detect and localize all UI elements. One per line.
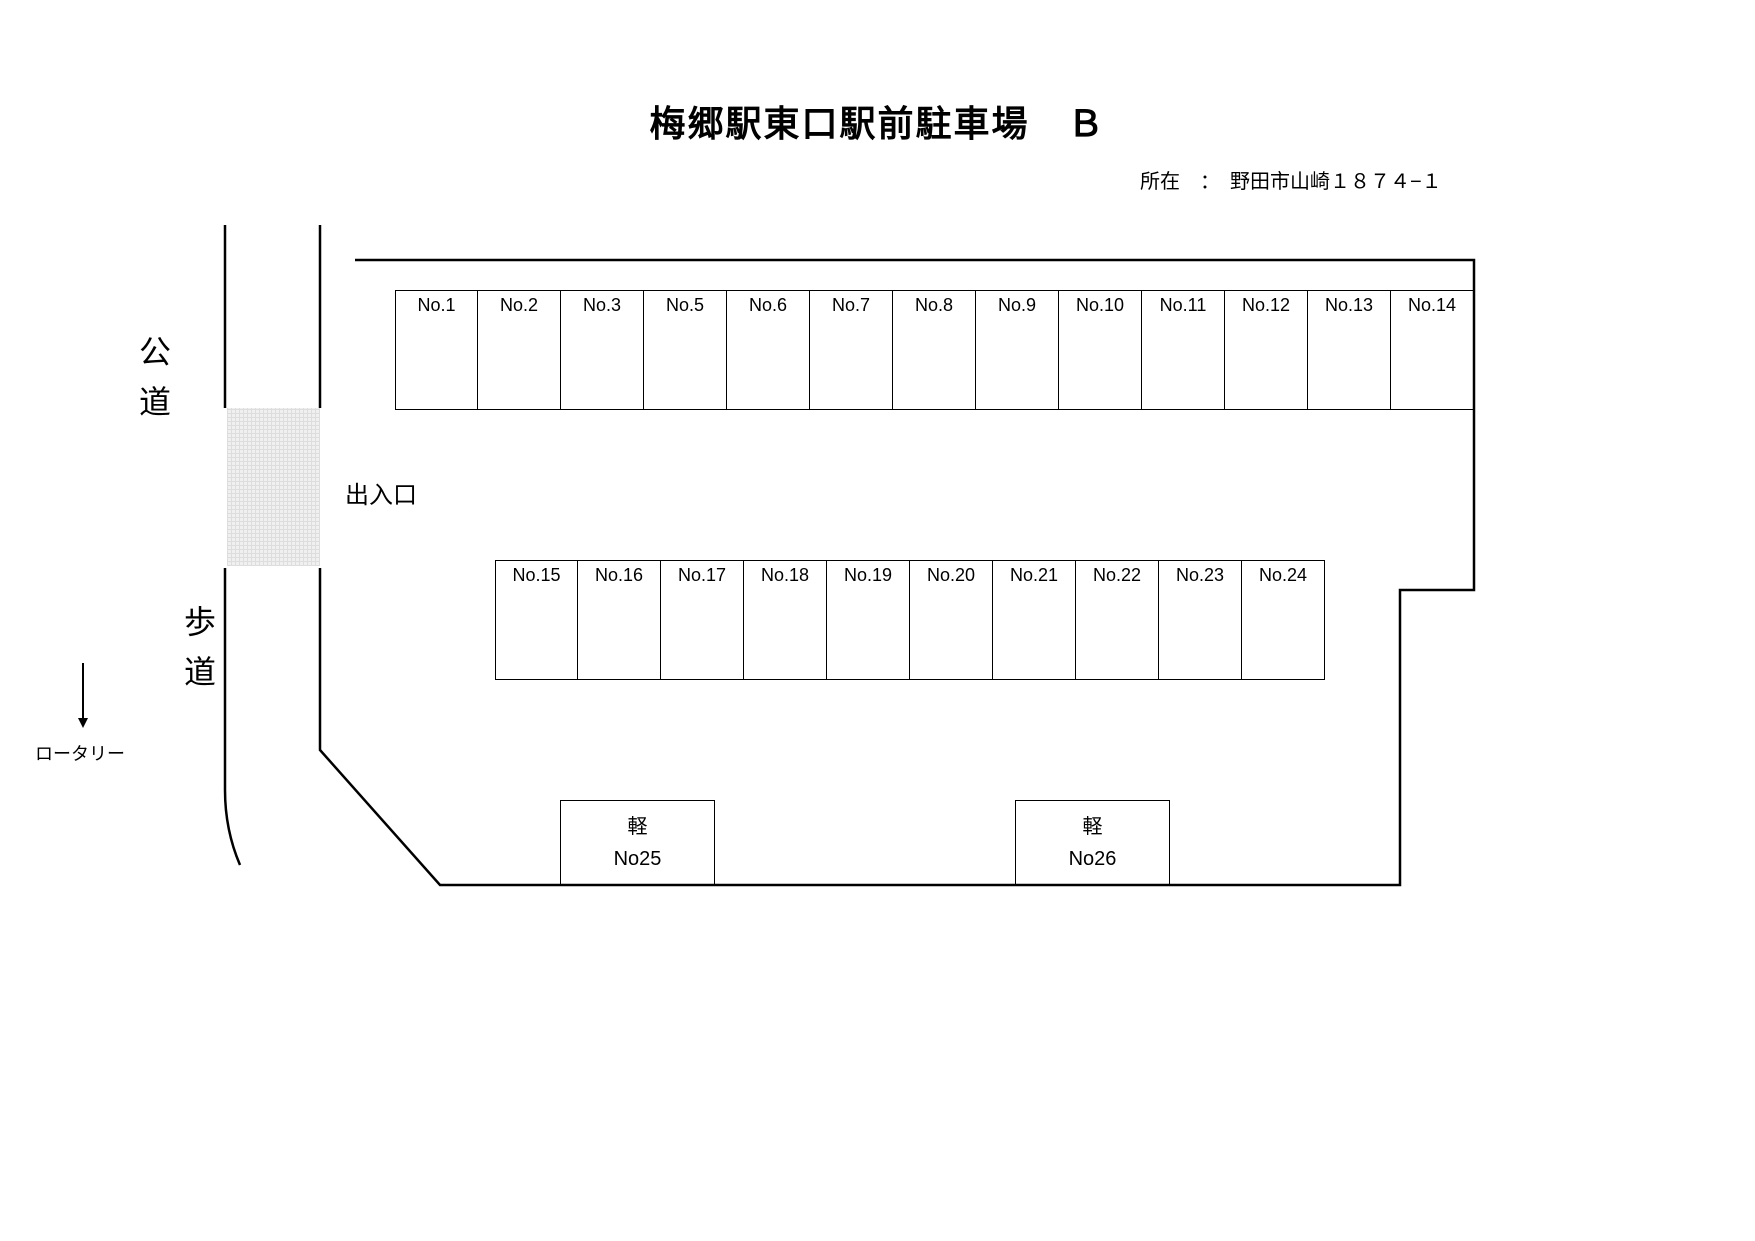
slot-label: No.10 (1076, 295, 1124, 315)
parking-slot-no7: No.7 (810, 290, 893, 410)
slot-label: No.13 (1325, 295, 1373, 315)
crossing-hatch (227, 408, 320, 566)
kei-slot-no26: 軽No26 (1015, 800, 1170, 885)
slot-label: No.21 (1010, 565, 1058, 585)
slot-label: No.23 (1176, 565, 1224, 585)
slot-label: No.17 (678, 565, 726, 585)
parking-slot-no24: No.24 (1242, 560, 1325, 680)
parking-slot-no10: No.10 (1059, 290, 1142, 410)
parking-slot-no3: No.3 (561, 290, 644, 410)
slot-label: No.9 (998, 295, 1036, 315)
rotary-label: ロータリー (35, 740, 125, 766)
parking-slot-no12: No.12 (1225, 290, 1308, 410)
slot-label: No.18 (761, 565, 809, 585)
sidewalk-label: 歩道 (175, 605, 221, 705)
parking-slot-no1: No.1 (395, 290, 478, 410)
parking-slot-no19: No.19 (827, 560, 910, 680)
slot-label: No.7 (832, 295, 870, 315)
page-title: 梅郷駅東口駅前駐車場 Ｂ (649, 95, 1105, 147)
slot-label: No.19 (844, 565, 892, 585)
parking-slot-no18: No.18 (744, 560, 827, 680)
parking-slot-no2: No.2 (478, 290, 561, 410)
slot-label: No.15 (512, 565, 560, 585)
slot-label: No.5 (666, 295, 704, 315)
parking-slot-no23: No.23 (1159, 560, 1242, 680)
parking-slot-no13: No.13 (1308, 290, 1391, 410)
parking-slot-no6: No.6 (727, 290, 810, 410)
parking-slot-no15: No.15 (495, 560, 578, 680)
slot-label: No.14 (1408, 295, 1456, 315)
parking-slot-no17: No.17 (661, 560, 744, 680)
kei-no-label: No26 (1069, 843, 1117, 875)
kei-no-label: No25 (614, 843, 662, 875)
slot-label: No.2 (500, 295, 538, 315)
parking-slot-no21: No.21 (993, 560, 1076, 680)
rotary-arrow-head-icon (78, 718, 88, 728)
entrance-label: 出入口 (345, 475, 417, 510)
kei-type-label: 軽 (628, 811, 648, 843)
parking-slot-no22: No.22 (1076, 560, 1159, 680)
slot-label: No.22 (1093, 565, 1141, 585)
parking-slot-no16: No.16 (578, 560, 661, 680)
parking-slot-no20: No.20 (910, 560, 993, 680)
slot-label: No.12 (1242, 295, 1290, 315)
slot-label: No.24 (1259, 565, 1307, 585)
public-road-label: 公道 (130, 335, 176, 435)
parking-slot-no14: No.14 (1391, 290, 1474, 410)
parking-slot-no5: No.5 (644, 290, 727, 410)
slot-label: No.1 (417, 295, 455, 315)
parking-slot-no11: No.11 (1142, 290, 1225, 410)
address-line: 所在 ： 野田市山崎１８７４−１ (1140, 165, 1442, 194)
slot-label: No.11 (1160, 295, 1207, 315)
slot-label: No.3 (583, 295, 621, 315)
parking-slot-no9: No.9 (976, 290, 1059, 410)
kei-slot-no25: 軽No25 (560, 800, 715, 885)
parking-slot-no8: No.8 (893, 290, 976, 410)
slot-label: No.20 (927, 565, 975, 585)
slot-label: No.16 (595, 565, 643, 585)
rotary-arrow-stem (82, 663, 84, 718)
slot-label: No.8 (915, 295, 953, 315)
slot-label: No.6 (749, 295, 787, 315)
kei-type-label: 軽 (1083, 811, 1103, 843)
